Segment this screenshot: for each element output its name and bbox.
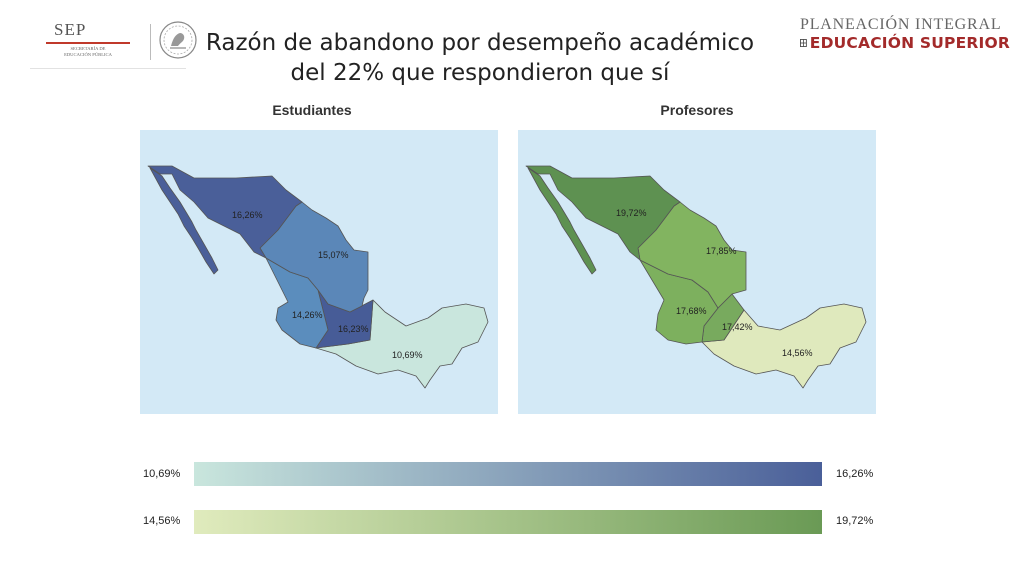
legend1-min: 10,69% <box>143 468 181 480</box>
brand-line2: EDUCACIÓN SUPERIOR <box>809 34 1010 52</box>
logo-divider <box>150 24 151 60</box>
map-profesores: 19,72% 17,85% 17,68% 17,42% 14,56% <box>518 130 876 414</box>
region-baja-map2 <box>527 167 597 275</box>
sep-logo-line <box>46 42 130 44</box>
brand-line1: PLANEACIÓN INTEGRAL <box>800 16 1002 33</box>
region-label: 16,23% <box>338 324 369 334</box>
sep-logo: SEP SECRETARÍA DE EDUCACIÓN PÚBLICA <box>30 16 197 72</box>
legend2-max: 19,72% <box>836 515 874 527</box>
region-southeast-map2 <box>701 303 867 389</box>
region-label: 17,42% <box>722 322 753 332</box>
legend2-min: 14,56% <box>143 515 181 527</box>
sep-logo-text: SEP <box>54 20 87 39</box>
sep-subtitle-line2: EDUCACIÓN PÚBLICA <box>64 52 112 57</box>
map-heading-estudiantes: Estudiantes <box>272 102 352 118</box>
coat-of-arms-icon <box>159 21 197 59</box>
region-label: 15,07% <box>318 250 349 260</box>
region-label: 16,26% <box>232 210 263 220</box>
region-east-map1 <box>315 299 489 389</box>
brand-logo: PLANEACIÓN INTEGRAL EDUCACIÓN SUPERIOR <box>800 16 1010 52</box>
region-label: 14,56% <box>782 348 813 358</box>
region-label: 17,68% <box>676 306 707 316</box>
page-title: Razón de abandono por desempeño académic… <box>205 30 755 86</box>
map-heading-profesores: Profesores <box>660 102 734 118</box>
sep-subtitle-line1: SECRETARÍA DE <box>70 46 106 51</box>
region-baja-map1 <box>149 167 219 275</box>
map-estudiantes: 16,26% 15,07% 14,26% 16,23% 10,69% <box>140 130 498 414</box>
legend-bar-estudiantes <box>194 462 822 486</box>
legend-bar-profesores <box>194 510 822 534</box>
region-label: 14,26% <box>292 310 323 320</box>
region-label: 17,85% <box>706 246 737 256</box>
region-label: 10,69% <box>392 350 423 360</box>
sep-logo-subtitle: SECRETARÍA DE EDUCACIÓN PÚBLICA <box>38 46 138 58</box>
logo-rule <box>30 68 186 69</box>
legend1-max: 16,26% <box>836 468 874 480</box>
brand-grid-icon <box>800 39 807 47</box>
region-label: 19,72% <box>616 208 647 218</box>
region-northwest-map2 <box>525 165 681 261</box>
region-northwest-map1 <box>147 165 303 259</box>
